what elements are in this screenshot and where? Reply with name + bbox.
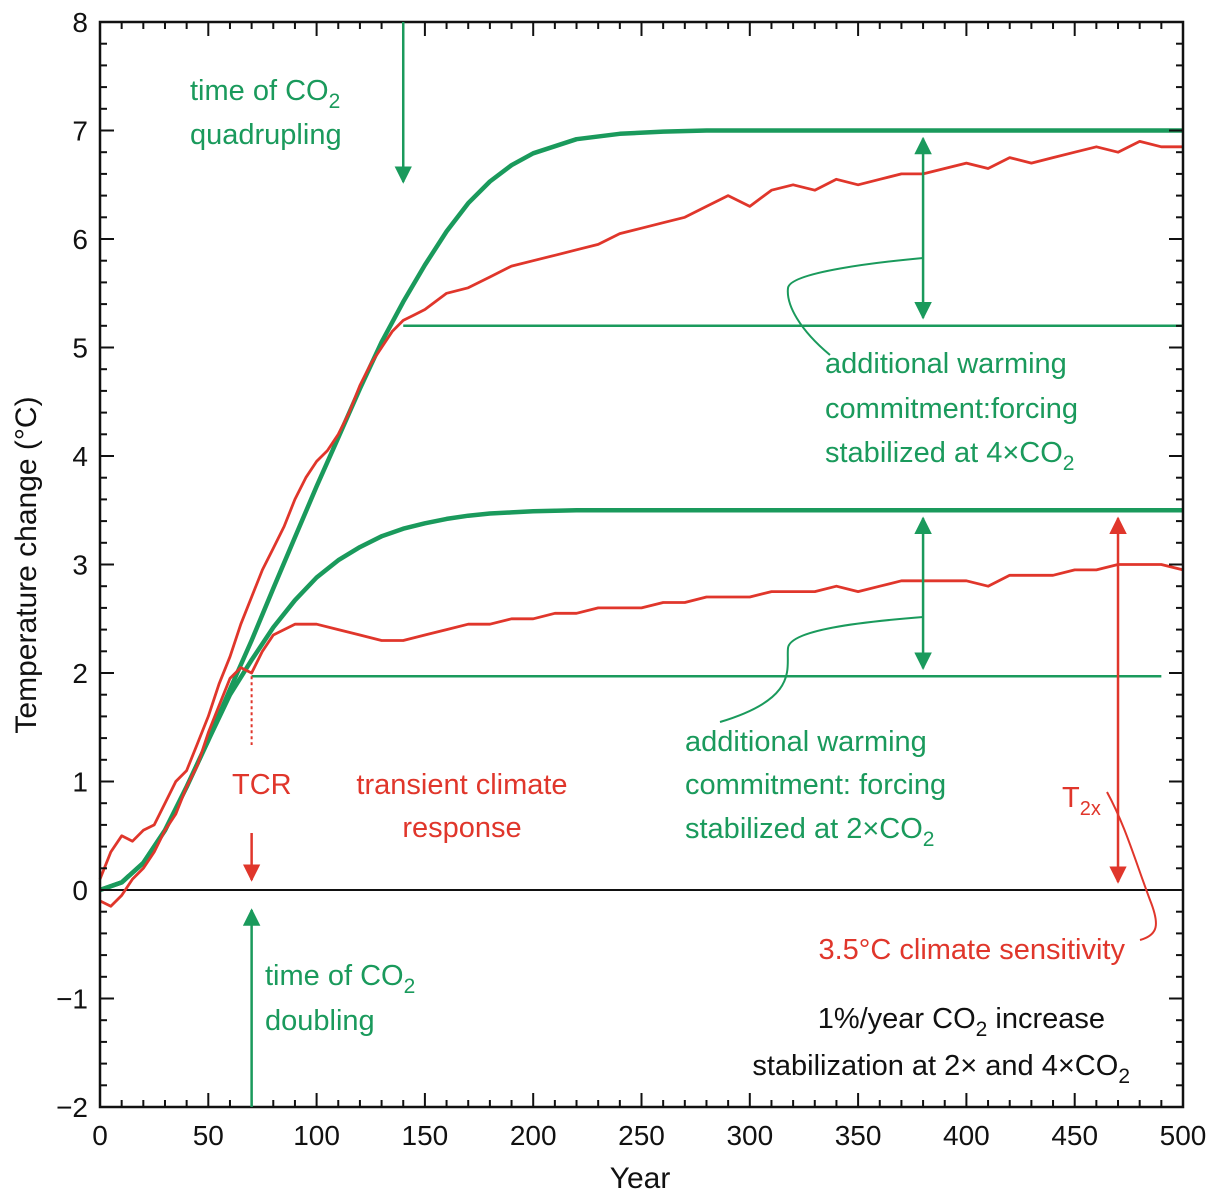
commit2-label-line3: stabilized at 2×CO2: [685, 813, 934, 851]
y-tick-label: 3: [72, 550, 88, 581]
time-doubling-label-line2: doubling: [265, 1005, 375, 1037]
commit4-label-line2: commitment:forcing: [825, 393, 1078, 425]
series-line-4: [99, 563, 1184, 908]
note-line1: 1%/year CO2 increase: [818, 1003, 1105, 1041]
tcr-label: TCR: [232, 769, 292, 801]
series-line-3: [98, 140, 1183, 880]
climate-sensitivity-label: 3.5°C climate sensitivity: [818, 934, 1125, 966]
x-tick-label: 300: [726, 1120, 773, 1151]
y-tick-label: 6: [72, 224, 88, 255]
x-tick-label: 500: [1160, 1120, 1207, 1151]
y-tick-label: 1: [72, 767, 88, 798]
commit4-label-line3: stabilized at 4×CO2: [825, 437, 1074, 475]
tcr-description-line2: response: [402, 812, 521, 844]
commit4-label-line1: additional warming: [825, 348, 1067, 380]
y-tick-label: 5: [72, 333, 88, 364]
y-tick-label: −2: [56, 1092, 88, 1123]
x-tick-label: 0: [92, 1120, 108, 1151]
x-tick-label: 50: [193, 1120, 224, 1151]
x-tick-label: 150: [402, 1120, 449, 1151]
x-tick-label: 400: [943, 1120, 990, 1151]
y-axis-title: Temperature change (°C): [10, 396, 43, 733]
time-quadrupling-label-line1: time of CO2: [190, 75, 340, 113]
series-line-2: [99, 508, 1183, 893]
commit2-label-line1: additional warming: [685, 726, 927, 758]
x-tick-label: 450: [1051, 1120, 1098, 1151]
y-tick-label: 4: [72, 441, 88, 472]
x-tick-label: 250: [618, 1120, 665, 1151]
note-line2: stabilization at 2× and 4×CO2: [752, 1050, 1130, 1088]
time-doubling-label-line1: time of CO2: [265, 960, 415, 998]
x-tick-label: 200: [510, 1120, 557, 1151]
y-tick-label: 7: [72, 116, 88, 147]
y-tick-label: −1: [56, 984, 88, 1015]
x-tick-label: 350: [835, 1120, 882, 1151]
commit4-leader: [786, 257, 924, 356]
y-tick-label: 2: [72, 658, 88, 689]
y-tick-label: 8: [72, 7, 88, 38]
t2x-label: T2x: [1062, 782, 1101, 820]
commit2-leader: [719, 616, 924, 723]
tcr-description-line1: transient climate: [356, 769, 567, 801]
y-tick-label: 0: [72, 875, 88, 906]
x-tick-label: 100: [293, 1120, 340, 1151]
time-quadrupling-label-line2: quadrupling: [190, 119, 342, 151]
commit2-label-line2: commitment: forcing: [685, 769, 946, 801]
x-axis-title: Year: [610, 1162, 671, 1195]
sensitivity-leader: [1106, 791, 1157, 941]
